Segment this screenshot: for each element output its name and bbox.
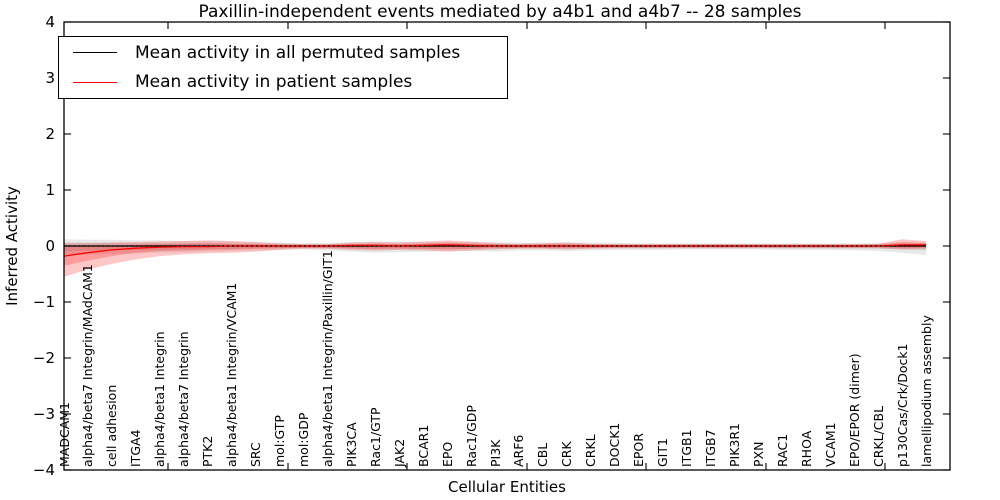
patient-range-inner-band: [64, 242, 927, 266]
x-tick-label: ITGA4: [128, 429, 144, 467]
x-tick-label: MADCAM1: [56, 402, 72, 467]
x-tick-label: SRC: [248, 442, 264, 467]
x-tick-label: CRKL: [583, 434, 599, 467]
y-tick-label: −3: [32, 405, 55, 423]
x-tick-label: PXN: [750, 441, 766, 467]
x-tick-label: p130Cas/Crk/Dock1: [894, 343, 910, 467]
x-tick-label: CBL: [535, 442, 551, 467]
x-tick-label: RAC1: [774, 433, 790, 467]
x-tick-label: JAK2: [391, 438, 407, 467]
x-tick-label: VCAM1: [822, 422, 838, 467]
legend-item-permuted: Mean activity in all permuted samples: [59, 39, 507, 67]
x-tick-label: RHOA: [798, 430, 814, 467]
x-tick-label: Rac1/GDP: [463, 405, 479, 467]
x-tick-label: EPO/EPOR (dimer): [846, 353, 862, 467]
y-tick-label: 0: [45, 237, 55, 255]
legend: Mean activity in all permuted samples Me…: [58, 36, 508, 99]
x-tick-label: PI3K: [487, 439, 503, 467]
x-tick-label: PIK3CA: [343, 422, 359, 467]
x-tick-label: CRK: [559, 441, 575, 467]
x-tick-label: alpha4/beta1 Integrin/VCAM1: [224, 282, 240, 467]
x-tick-label: alpha4/beta7 Integrin/MAdCAM1: [80, 264, 96, 467]
y-tick-label: 3: [45, 69, 55, 87]
chart-title: Paxillin-independent events mediated by …: [198, 2, 802, 22]
x-axis-label: Cellular Entities: [448, 478, 566, 496]
x-tick-label: cell adhesion: [104, 384, 120, 467]
x-tick-label: DOCK1: [607, 422, 623, 467]
x-tick-label: Rac1/GTP: [367, 407, 383, 467]
x-tick-label: alpha4/beta1 Integrin: [152, 331, 168, 467]
y-tick-label: −1: [32, 293, 55, 311]
y-tick-label: −4: [32, 461, 55, 479]
x-tick-label: CRKL/CBL: [870, 405, 886, 467]
x-tick-label: lamellipodium assembly: [918, 315, 934, 467]
patient-range-outer-band: [64, 239, 927, 277]
x-tick-label: EPOR: [631, 433, 647, 467]
x-tick-label: alpha4/beta7 Integrin: [176, 331, 192, 467]
mean-activity-in-patient-samples-line: [63, 244, 927, 257]
x-tick-label: GIT1: [655, 438, 671, 467]
x-tick-label: ARF6: [511, 434, 527, 467]
permuted-range-inner-band: [64, 242, 927, 251]
x-tick-label: mol:GDP: [295, 412, 311, 467]
x-tick-label: BCAR1: [415, 424, 431, 467]
legend-label: Mean activity in patient samples: [135, 72, 413, 93]
legend-label: Mean activity in all permuted samples: [135, 42, 461, 63]
legend-line-black: [73, 52, 117, 54]
permuted-range-outer-band: [64, 239, 927, 255]
y-tick-label: 2: [45, 125, 55, 143]
x-tick-label: ITGB7: [703, 429, 719, 467]
x-tick-label: ITGB1: [679, 429, 695, 467]
x-tick-label: PIK3R1: [726, 422, 742, 467]
x-tick-label: mol:GTP: [272, 415, 287, 467]
legend-item-patient: Mean activity in patient samples: [59, 68, 507, 96]
y-tick-label: −2: [32, 349, 55, 367]
x-tick-label: PTK2: [200, 435, 216, 467]
x-tick-label: EPO: [439, 441, 455, 467]
legend-line-red: [73, 81, 117, 83]
x-tick-label: alpha4/beta1 Integrin/Paxillin/GIT1: [319, 250, 335, 467]
y-tick-label: 4: [45, 13, 55, 31]
y-tick-label: 1: [45, 181, 55, 199]
